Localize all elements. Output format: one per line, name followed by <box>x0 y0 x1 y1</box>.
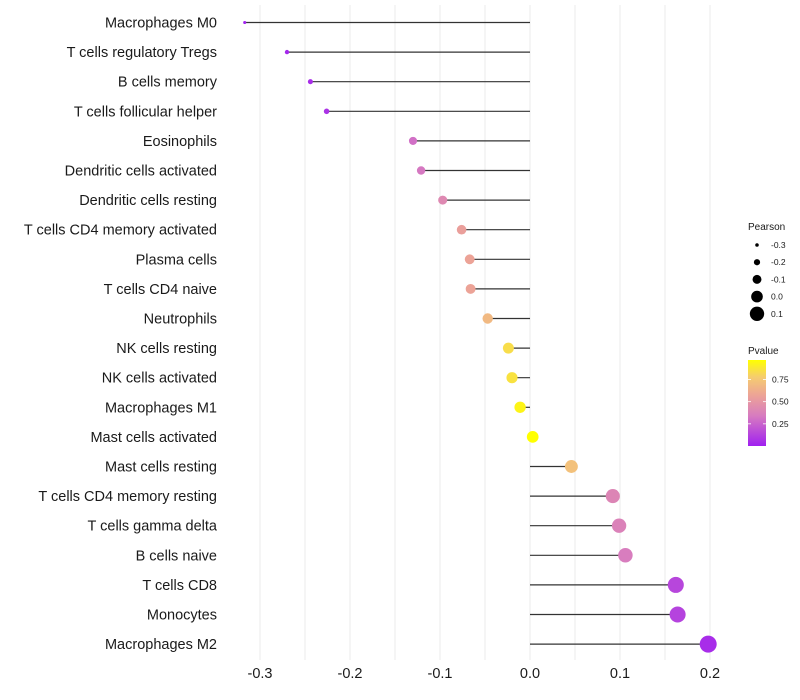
y-tick-label: T cells CD4 naive <box>104 282 217 298</box>
point <box>605 489 620 504</box>
legend-size-label: -0.1 <box>771 274 786 284</box>
legend-pvalue-label: 0.75 <box>772 375 789 385</box>
point <box>618 548 633 563</box>
y-tick-label: T cells regulatory Tregs <box>67 45 217 61</box>
point <box>323 108 330 115</box>
point <box>611 518 627 533</box>
legend-pvalue-label: 0.50 <box>772 397 789 407</box>
legend-size-key <box>755 243 759 247</box>
y-tick-label: Macrophages M2 <box>105 637 217 653</box>
point <box>526 431 539 443</box>
y-tick-label: Macrophages M0 <box>105 16 217 32</box>
y-tick-label: NK cells activated <box>102 371 217 387</box>
legend-size-key <box>751 290 763 303</box>
y-tick-label: Eosinophils <box>143 134 217 150</box>
point <box>506 372 518 384</box>
points <box>243 20 717 653</box>
point <box>307 79 313 85</box>
point <box>408 136 418 145</box>
legend-pvalue-label: 0.25 <box>772 419 789 429</box>
legend-size-label: -0.3 <box>771 240 786 250</box>
x-tick-label: -0.2 <box>338 666 363 682</box>
point <box>465 283 476 294</box>
legend-size-key <box>753 259 761 266</box>
y-tick-label: NK cells resting <box>116 341 217 357</box>
legend-size-key <box>752 274 762 284</box>
y-axis-labels: Macrophages M0 T cells regulatory Tregs B… <box>24 16 218 654</box>
legend-size-label: 0.0 <box>771 292 783 302</box>
x-tick-label: 0.0 <box>520 666 540 682</box>
x-tick-label: 0.1 <box>610 666 630 682</box>
y-tick-label: T cells CD4 memory activated <box>24 223 217 239</box>
legend-size-label: 0.1 <box>771 309 783 319</box>
point <box>699 635 717 653</box>
legend-pvalue-title: Pvalue <box>748 346 779 357</box>
pvalue-colorbar <box>748 360 766 446</box>
y-tick-label: T cells follicular helper <box>74 104 217 120</box>
y-tick-label: B cells memory <box>118 75 218 91</box>
legend-size-label: -0.2 <box>771 257 786 267</box>
y-tick-label: Dendritic cells resting <box>79 193 217 209</box>
point <box>514 401 526 413</box>
point <box>243 20 247 25</box>
y-tick-label: Neutrophils <box>144 312 217 328</box>
point <box>284 49 290 55</box>
y-tick-label: Monocytes <box>147 608 217 624</box>
x-tick-label: -0.3 <box>248 666 273 682</box>
legend-pearson: Pearson -0.3 -0.2 -0.1 0.0 0.1 <box>748 222 786 321</box>
point <box>416 166 426 175</box>
legend-pvalue: Pvalue 0.25 0.50 0.75 <box>748 346 789 446</box>
x-tick-label: 0.2 <box>700 666 720 682</box>
y-tick-label: Plasma cells <box>136 252 217 268</box>
point <box>502 342 514 354</box>
y-tick-label: Mast cells activated <box>90 430 217 446</box>
point <box>667 576 684 593</box>
legend-pearson-title: Pearson <box>748 222 785 233</box>
legend-size-key <box>749 306 765 321</box>
y-tick-label: Macrophages M1 <box>105 400 217 416</box>
point <box>669 606 686 623</box>
y-tick-label: Mast cells resting <box>105 460 217 476</box>
point <box>482 313 493 324</box>
y-tick-label: T cells CD8 <box>142 578 217 594</box>
point <box>464 254 475 265</box>
stems <box>244 21 709 645</box>
point <box>456 224 467 235</box>
point <box>438 195 448 205</box>
gridlines <box>259 5 711 660</box>
x-tick-label: -0.1 <box>428 666 453 682</box>
y-tick-label: Dendritic cells activated <box>65 164 217 180</box>
x-axis-ticks: -0.3 -0.2 -0.1 0.0 0.1 0.2 <box>248 666 721 682</box>
y-tick-label: T cells gamma delta <box>88 519 218 535</box>
point <box>564 460 578 473</box>
y-tick-label: B cells naive <box>136 548 217 564</box>
y-tick-label: T cells CD4 memory resting <box>38 489 217 505</box>
